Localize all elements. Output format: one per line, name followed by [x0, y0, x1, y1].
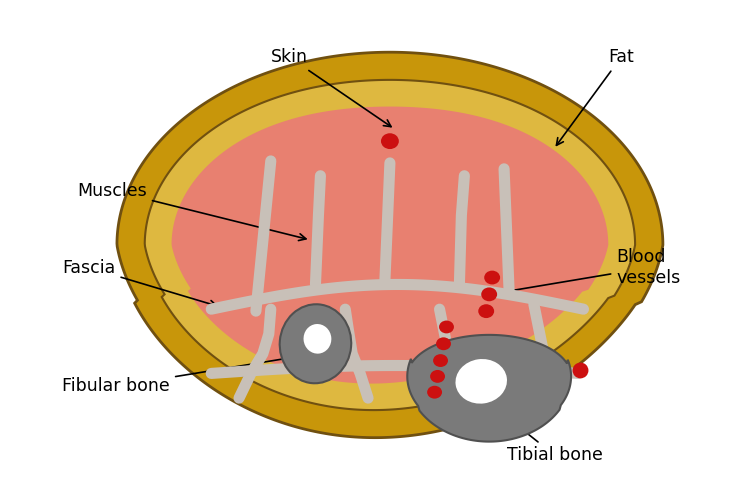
Ellipse shape: [427, 386, 442, 399]
Polygon shape: [117, 52, 663, 438]
Text: Fibular bone: Fibular bone: [62, 352, 311, 395]
Ellipse shape: [436, 337, 451, 350]
Text: Fat: Fat: [556, 48, 634, 145]
Text: Tibial bone: Tibial bone: [493, 406, 603, 465]
Ellipse shape: [479, 304, 494, 318]
Ellipse shape: [482, 287, 497, 301]
Polygon shape: [144, 80, 635, 410]
Text: Muscles: Muscles: [77, 182, 306, 240]
Ellipse shape: [280, 304, 352, 383]
Text: Fascia: Fascia: [62, 259, 217, 307]
Ellipse shape: [572, 362, 588, 379]
Ellipse shape: [430, 370, 445, 383]
Ellipse shape: [484, 271, 500, 284]
Ellipse shape: [439, 321, 454, 333]
Text: Blood
vessels: Blood vessels: [494, 248, 680, 296]
Ellipse shape: [433, 354, 448, 367]
Text: Skin: Skin: [271, 48, 391, 127]
Polygon shape: [172, 107, 609, 383]
Polygon shape: [407, 335, 571, 442]
Ellipse shape: [455, 359, 507, 403]
Ellipse shape: [304, 324, 331, 354]
Ellipse shape: [381, 133, 399, 149]
